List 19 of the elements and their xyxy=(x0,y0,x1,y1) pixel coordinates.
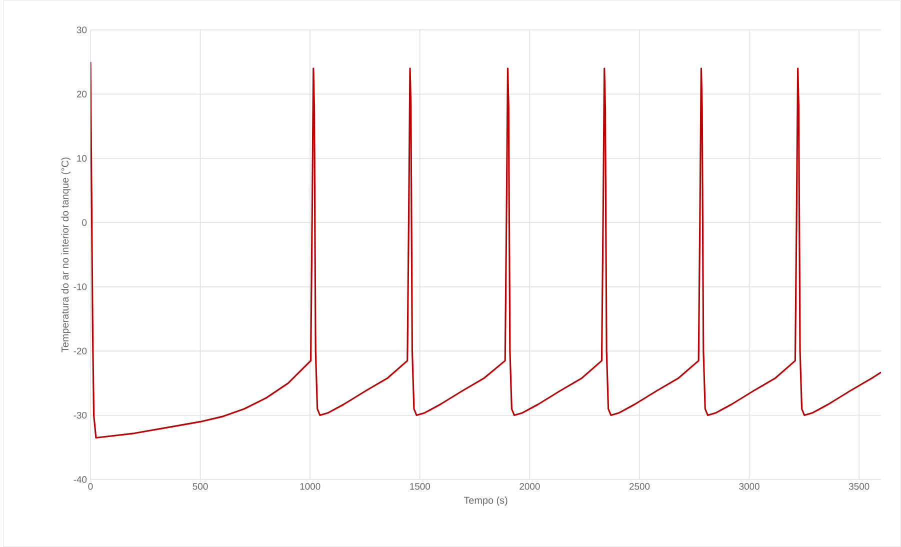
y-tick-label: 0 xyxy=(82,219,87,226)
x-tick-label: 3000 xyxy=(739,482,760,490)
y-tick-label: -30 xyxy=(74,412,87,418)
x-tick-label: 500 xyxy=(192,482,208,490)
x-tick-label: 3500 xyxy=(848,482,870,490)
y-tick-label: 20 xyxy=(76,90,87,98)
line-series xyxy=(90,61,882,438)
y-tick-label: 10 xyxy=(77,154,87,162)
x-axis-title: Tempo (s) xyxy=(464,496,508,506)
x-tick-label: 2500 xyxy=(629,482,650,490)
y-tick-label: -20 xyxy=(74,348,87,354)
x-tick-label: 0 xyxy=(88,482,93,490)
y-axis-title: Temperatura do ar no interior do tanque (°C) xyxy=(61,157,70,352)
x-tick-label: 2000 xyxy=(520,482,540,490)
y-tick-label: -10 xyxy=(74,283,87,290)
x-tick-label: 1000 xyxy=(300,482,320,490)
y-tick-label: -40 xyxy=(74,476,87,483)
y-tick-label: 30 xyxy=(76,26,87,34)
x-tick-label: 1500 xyxy=(410,482,430,490)
